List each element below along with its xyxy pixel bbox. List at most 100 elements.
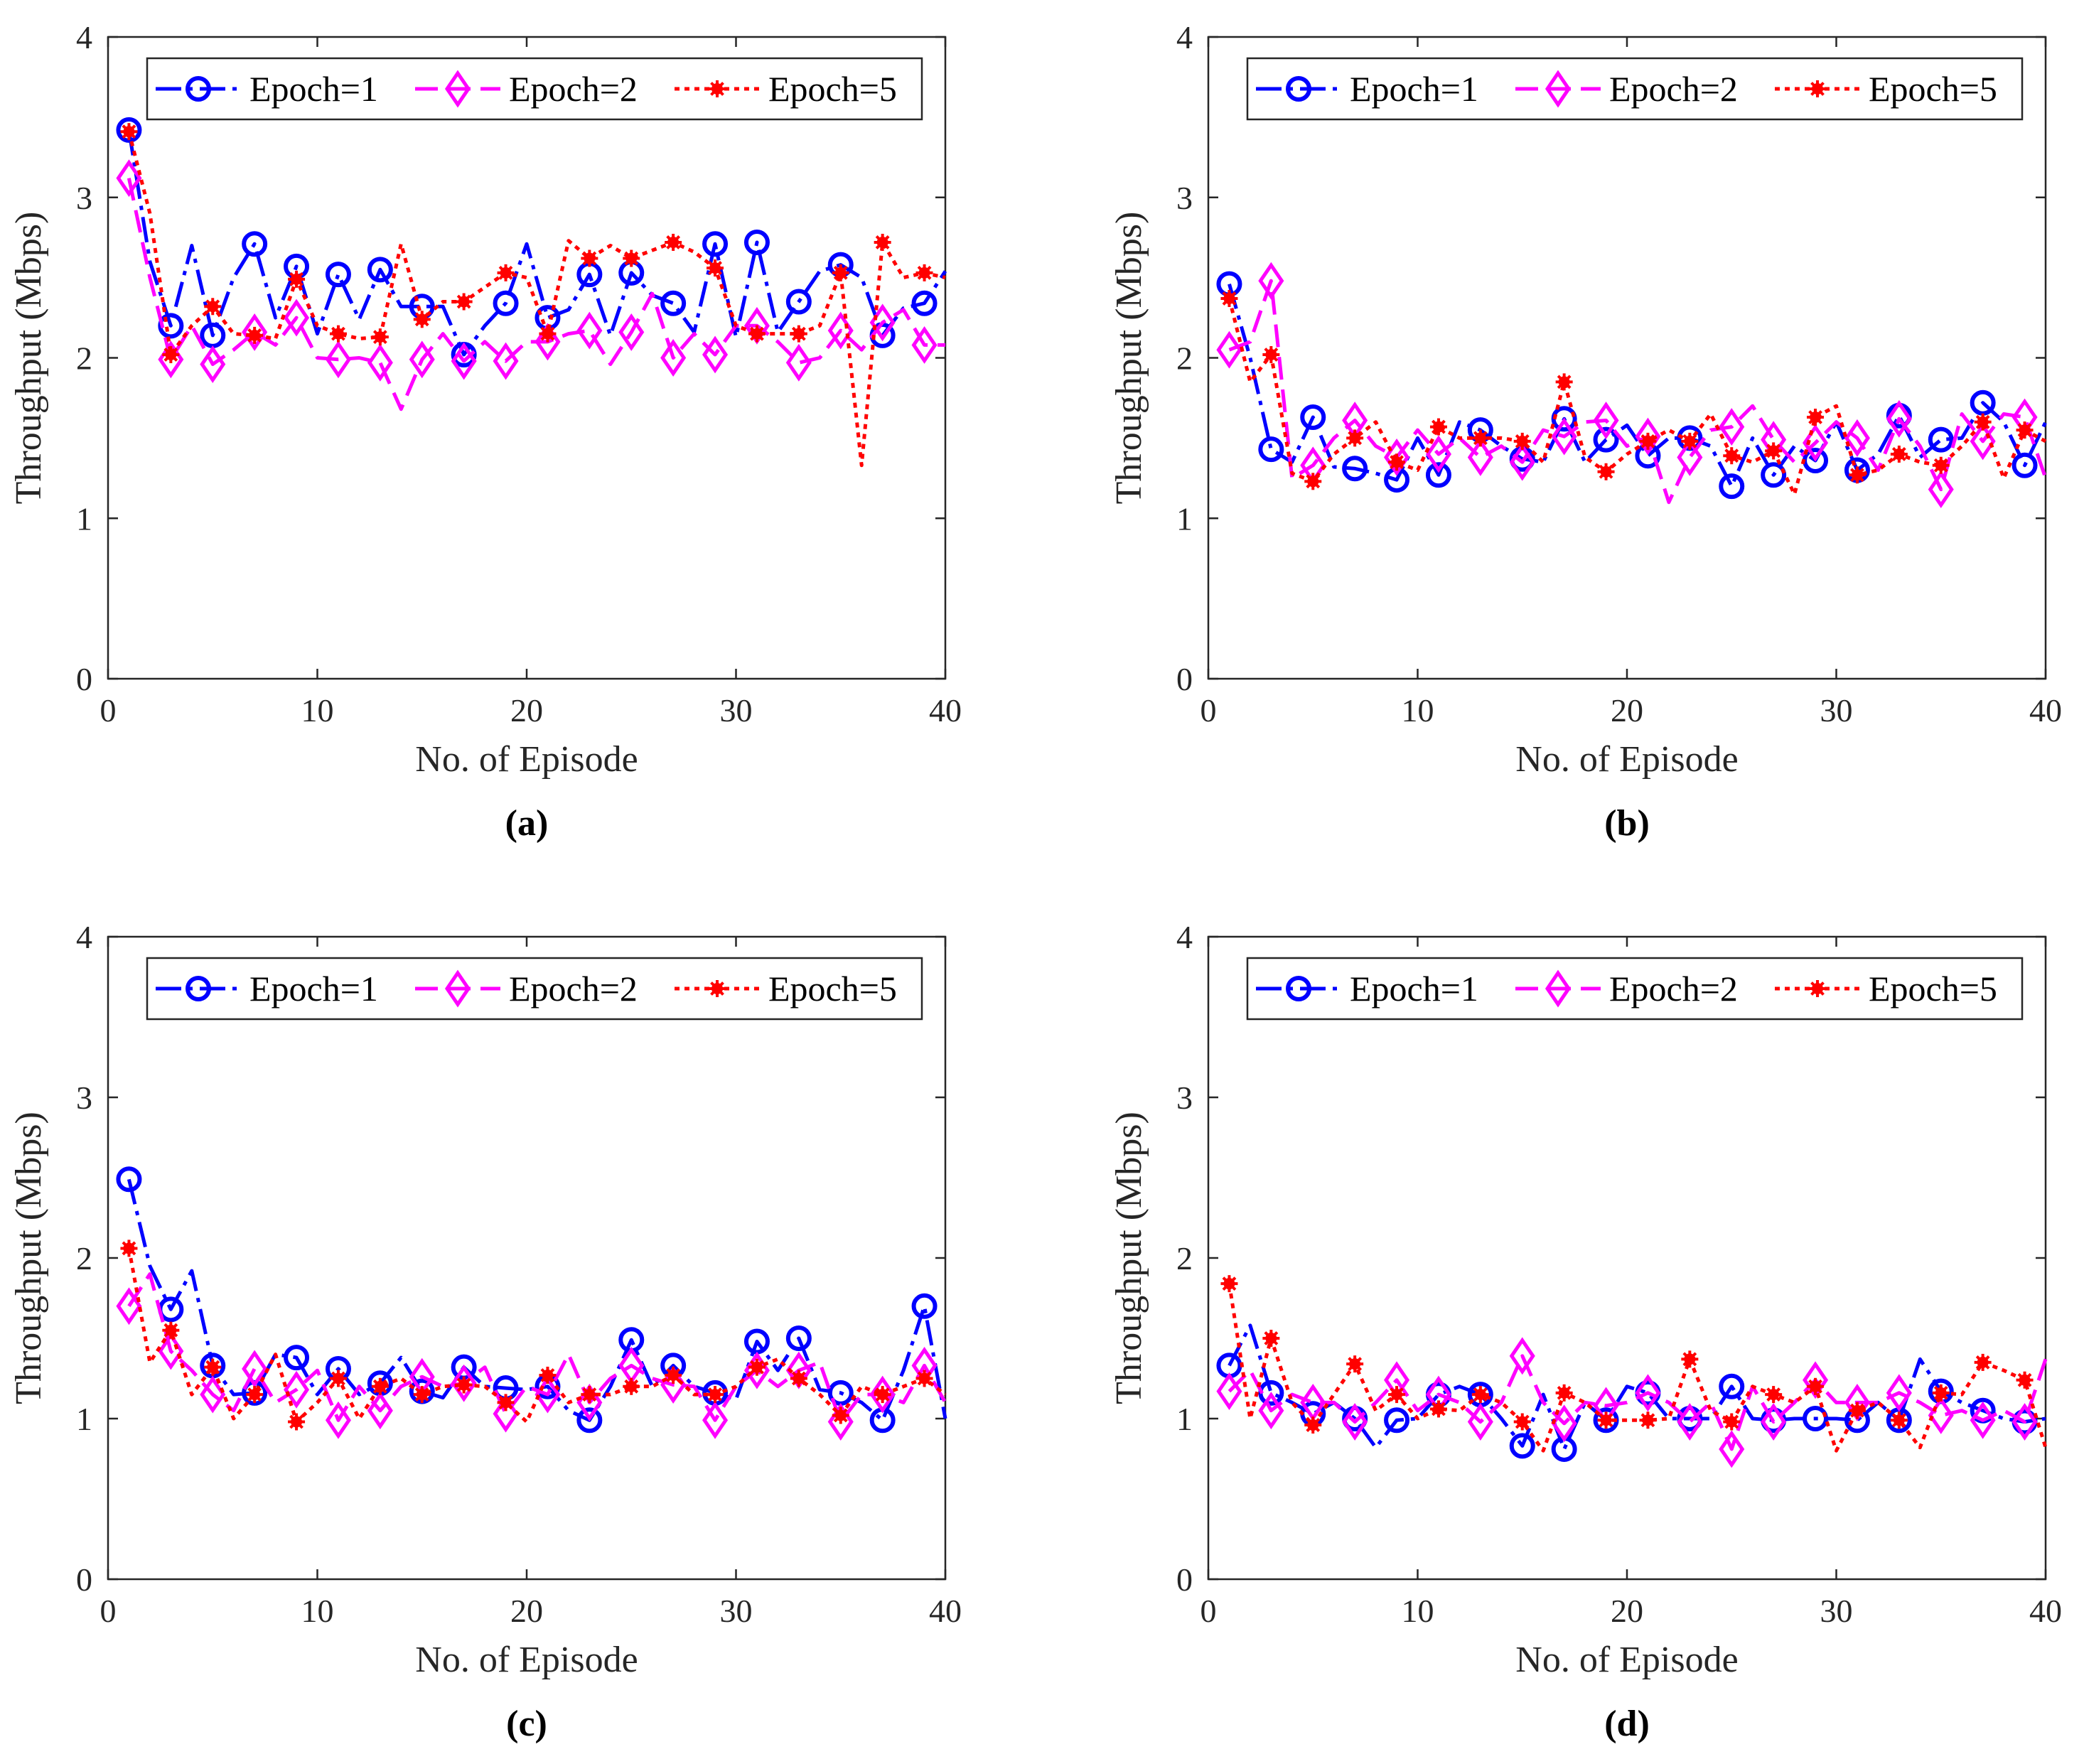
data-point — [1681, 432, 1699, 450]
data-point — [874, 1386, 891, 1404]
x-axis-label: No. of Episode — [415, 739, 638, 780]
y-tick-label: 0 — [76, 661, 92, 697]
data-point — [665, 1366, 682, 1384]
data-point — [1216, 330, 1242, 369]
data-point — [413, 311, 431, 328]
y-tick-label: 2 — [76, 1240, 92, 1276]
legend-label: Epoch=5 — [1869, 69, 1997, 109]
legend-label: Epoch=2 — [1609, 969, 1738, 1009]
y-tick-label: 2 — [1176, 340, 1193, 377]
legend-marker — [1545, 70, 1572, 108]
y-tick-label: 4 — [76, 19, 92, 55]
data-point — [325, 1401, 351, 1439]
data-point — [1555, 373, 1573, 391]
data-point — [325, 340, 351, 379]
y-tick-label: 0 — [1176, 1561, 1193, 1598]
data-point — [1300, 404, 1326, 431]
data-point — [623, 1377, 640, 1395]
data-point — [1384, 1407, 1410, 1434]
data-point — [1346, 1355, 1364, 1373]
data-point — [116, 1287, 142, 1325]
data-point — [1974, 1353, 1992, 1371]
data-point — [1384, 439, 1410, 476]
data-point — [1765, 442, 1783, 460]
data-point — [1342, 456, 1368, 482]
data-point — [832, 1407, 849, 1424]
x-tick-label: 30 — [1820, 1593, 1853, 1629]
data-point — [1635, 1374, 1661, 1412]
data-point — [1220, 1275, 1238, 1293]
y-tick-label: 4 — [1176, 919, 1193, 955]
data-point — [911, 326, 938, 364]
data-point — [785, 343, 812, 382]
data-point — [618, 313, 645, 351]
data-point — [242, 231, 268, 257]
series-line — [127, 1247, 947, 1424]
legend-box — [146, 57, 923, 121]
data-point — [1509, 1337, 1535, 1375]
data-point — [785, 1325, 812, 1351]
legend-label: Epoch=2 — [509, 69, 638, 109]
data-point — [1429, 1400, 1447, 1418]
data-point — [1848, 1402, 1866, 1419]
panel-caption: (b) — [1604, 803, 1650, 844]
x-tick-label: 10 — [1402, 692, 1434, 728]
data-point — [1761, 1403, 1787, 1441]
data-point — [1639, 1411, 1657, 1429]
panel-caption: (a) — [505, 803, 549, 844]
legend-marker — [709, 980, 726, 997]
y-tick-label: 1 — [76, 500, 92, 537]
data-point — [660, 290, 687, 316]
data-point — [1807, 409, 1825, 426]
chart-panel-4: 0 10 20 30 40 0 1 2 3 4 No. of Episode Throughput (… — [1109, 919, 2062, 1744]
legend-marker — [444, 70, 471, 108]
data-point — [535, 323, 561, 361]
data-point — [242, 1350, 268, 1388]
data-point — [413, 1386, 431, 1404]
data-point — [539, 1366, 557, 1384]
data-point — [1593, 426, 1619, 453]
series-epoch-1 — [1216, 271, 2048, 500]
data-point — [1425, 435, 1451, 473]
y-tick-label: 3 — [76, 180, 92, 216]
x-tick-label: 40 — [929, 1593, 962, 1629]
data-point — [1723, 1413, 1741, 1431]
data-point — [493, 290, 519, 316]
data-point — [288, 1413, 306, 1431]
data-point — [2016, 1371, 2034, 1389]
panel-caption: (c) — [506, 1704, 547, 1744]
series-line — [1228, 1323, 2046, 1451]
data-point — [1216, 1372, 1242, 1411]
data-point — [116, 117, 142, 143]
series-epoch-2 — [116, 159, 945, 412]
series-epoch-5 — [1220, 289, 2047, 496]
data-point — [325, 262, 351, 288]
data-point — [1719, 408, 1745, 446]
data-point — [915, 264, 933, 281]
data-point — [1803, 1406, 1829, 1431]
y-tick-label: 0 — [76, 1561, 92, 1598]
legend-label: Epoch=2 — [1609, 69, 1738, 109]
data-point — [1677, 439, 1703, 476]
data-point — [329, 1370, 347, 1387]
data-point — [455, 1376, 473, 1394]
data-point — [665, 233, 682, 251]
data-point — [1761, 462, 1787, 488]
data-point — [1388, 1386, 1406, 1404]
data-point — [1932, 1384, 1950, 1402]
x-tick-label: 0 — [100, 692, 117, 728]
y-tick-label: 3 — [76, 1080, 92, 1116]
series-epoch-5 — [1220, 1275, 2048, 1453]
data-point — [497, 1394, 515, 1411]
series-epoch-5 — [120, 123, 946, 468]
data-point — [1425, 462, 1451, 488]
data-point — [1513, 1413, 1531, 1431]
series-line — [1228, 1354, 2048, 1451]
data-point — [790, 1370, 807, 1387]
data-point — [1970, 1401, 1996, 1439]
data-point — [1220, 289, 1238, 307]
data-point — [915, 1370, 933, 1387]
x-axis-label: No. of Episode — [415, 1640, 638, 1680]
